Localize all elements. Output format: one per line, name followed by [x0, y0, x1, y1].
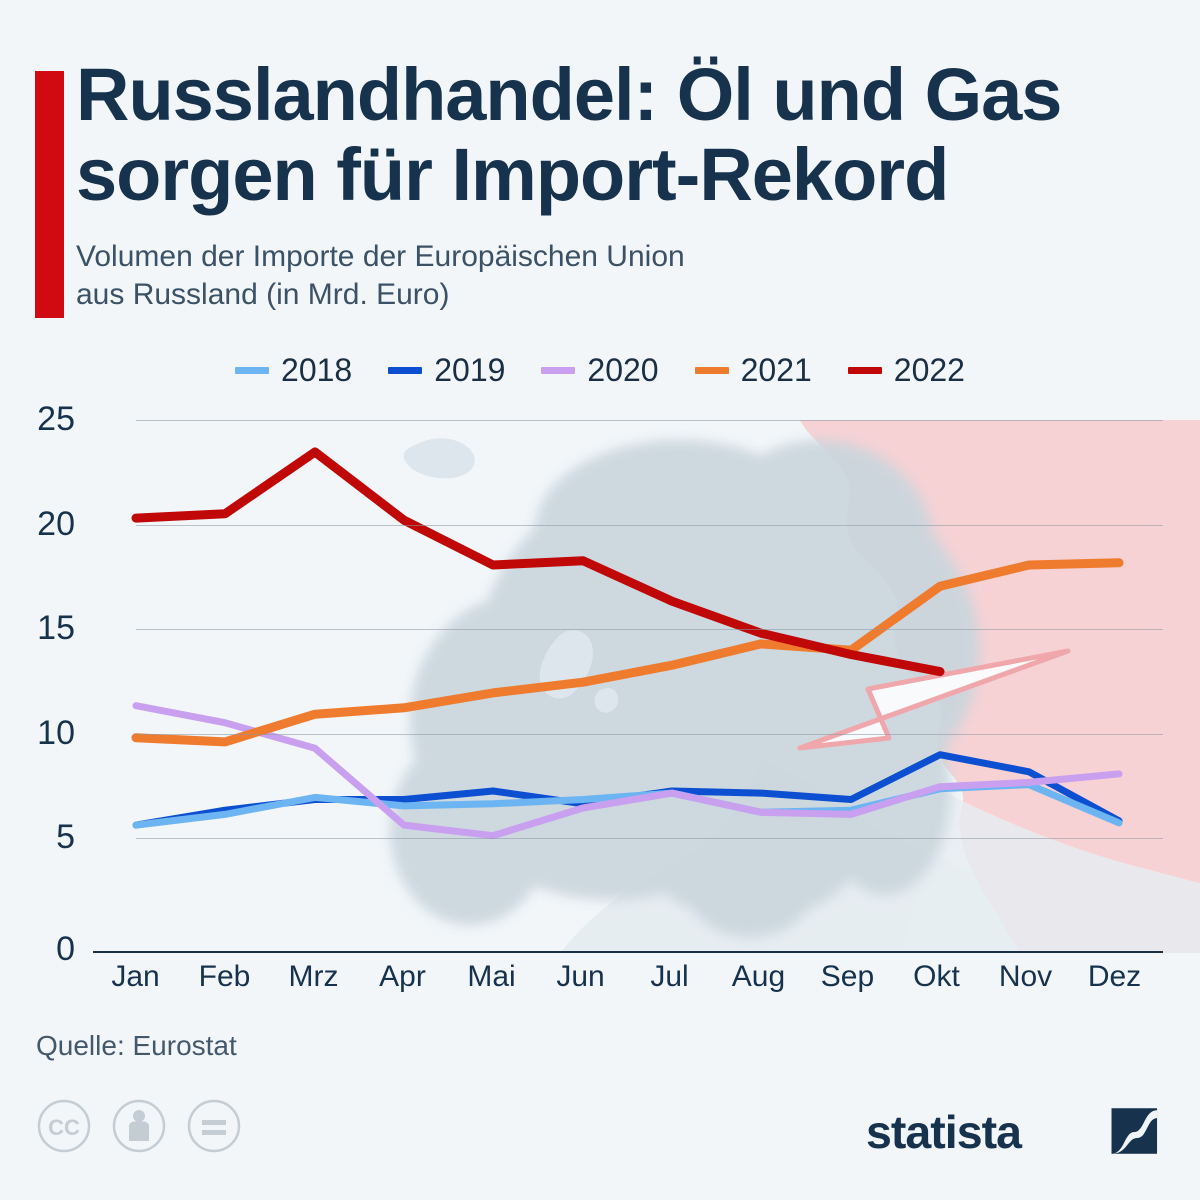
- svg-text:statista: statista: [866, 1107, 1023, 1157]
- svg-text:CC: CC: [48, 1115, 80, 1140]
